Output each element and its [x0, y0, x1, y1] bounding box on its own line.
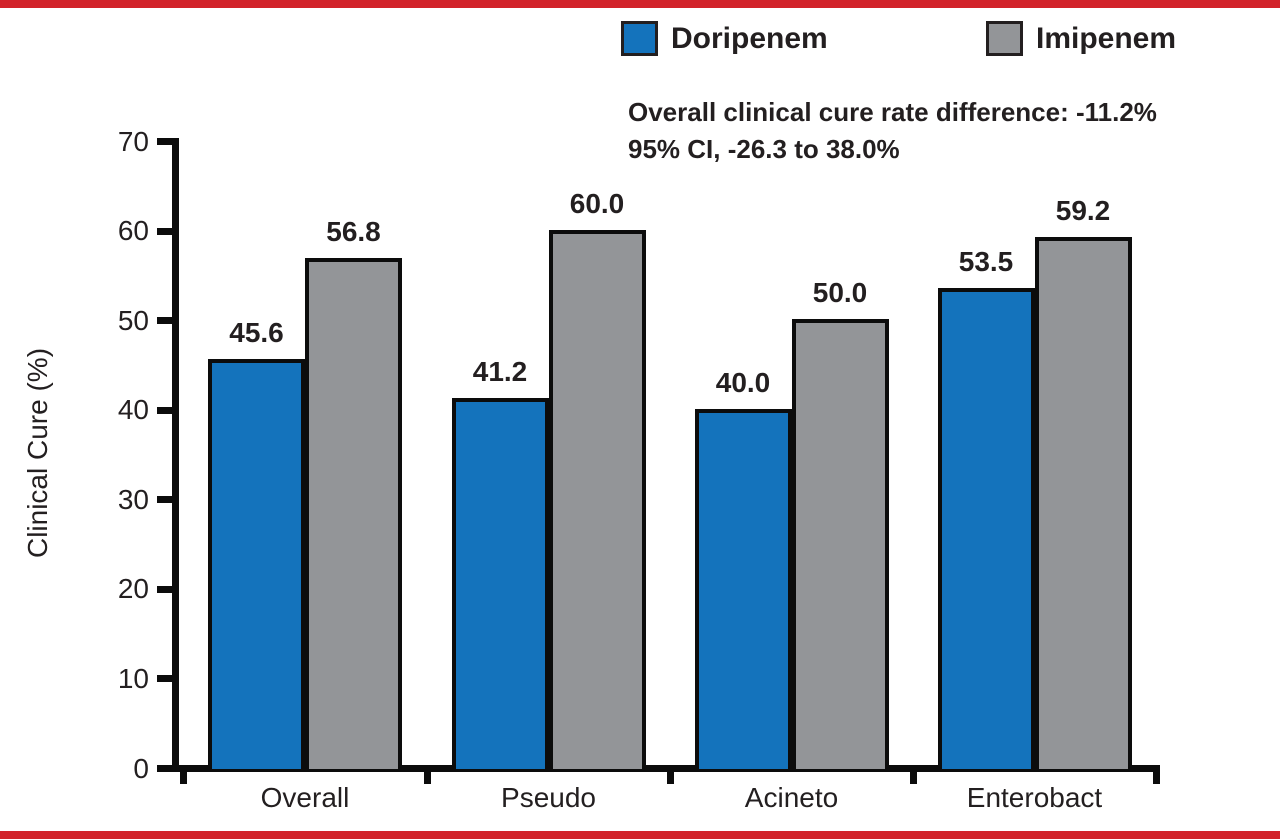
x-category-label-acineto: Acineto — [744, 782, 839, 813]
y-tick-20 — [157, 585, 173, 593]
bar-doripenem-pseudo — [451, 397, 549, 769]
x-tick-3 — [909, 772, 917, 784]
legend-item-imipenem: Imipenem — [986, 20, 1176, 57]
y-tick-label-0: 0 — [133, 752, 149, 784]
bar-doripenem-overall — [208, 358, 305, 769]
bar-doripenem-enterobact — [937, 287, 1035, 769]
y-tick-label-10: 10 — [117, 662, 149, 694]
y-tick-70 — [157, 138, 173, 145]
y-tick-label-60: 60 — [117, 215, 149, 247]
bar-value-imipenem-pseudo: 60.0 — [569, 187, 625, 219]
bar-imipenem-pseudo — [548, 229, 646, 769]
x-tick-4 — [1152, 772, 1160, 784]
y-tick-label-50: 50 — [117, 304, 149, 336]
bar-value-doripenem-enterobact: 53.5 — [958, 245, 1014, 277]
y-tick-30 — [157, 496, 173, 504]
x-tick-0 — [179, 772, 187, 784]
x-category-label-pseudo: Pseudo — [501, 782, 596, 813]
legend-label-imipenem: Imipenem — [1036, 21, 1177, 55]
x-axis-line — [172, 765, 1160, 772]
x-category-label-overall: Overall — [260, 782, 350, 813]
annotation-line-2: 95% CI, -26.3 to 38.0% — [628, 134, 900, 164]
y-tick-40 — [157, 406, 173, 414]
x-category-label-enterobact: Enterobact — [966, 782, 1103, 813]
y-tick-label-70: 70 — [117, 125, 149, 157]
y-tick-60 — [157, 227, 173, 235]
y-tick-label-30: 30 — [117, 483, 149, 515]
x-tick-2 — [666, 772, 674, 784]
y-tick-0 — [157, 765, 173, 772]
bar-value-imipenem-enterobact: 59.2 — [1055, 194, 1111, 226]
y-tick-50 — [157, 317, 173, 325]
bar-value-imipenem-acineto: 50.0 — [812, 277, 868, 309]
bar-value-doripenem-overall: 45.6 — [229, 316, 284, 348]
y-axis-line — [172, 138, 179, 772]
legend-label-doripenem: Doripenem — [671, 21, 828, 55]
bar-imipenem-overall — [305, 258, 402, 769]
imipenem-color-swatch — [986, 21, 1023, 56]
y-axis-title: Clinical Cure (%) — [22, 347, 53, 559]
cure-rate-difference-annotation: Overall clinical cure rate difference: -… — [628, 94, 1157, 168]
bar-imipenem-acineto — [791, 319, 889, 769]
bar-value-doripenem-pseudo: 41.2 — [472, 355, 528, 387]
bar-value-doripenem-acineto: 40.0 — [715, 366, 771, 398]
legend-item-doripenem: Doripenem — [621, 20, 828, 57]
y-tick-10 — [157, 675, 173, 683]
top-red-rule — [0, 0, 1280, 8]
bar-doripenem-acineto — [694, 408, 792, 769]
doripenem-color-swatch — [621, 21, 658, 56]
bottom-red-rule — [0, 831, 1280, 839]
x-tick-1 — [423, 772, 431, 784]
y-tick-label-40: 40 — [117, 394, 149, 426]
bar-imipenem-enterobact — [1034, 236, 1132, 769]
y-tick-label-20: 20 — [117, 573, 149, 605]
bar-value-imipenem-overall: 56.8 — [326, 216, 381, 248]
annotation-line-1: Overall clinical cure rate difference: -… — [628, 97, 1157, 127]
